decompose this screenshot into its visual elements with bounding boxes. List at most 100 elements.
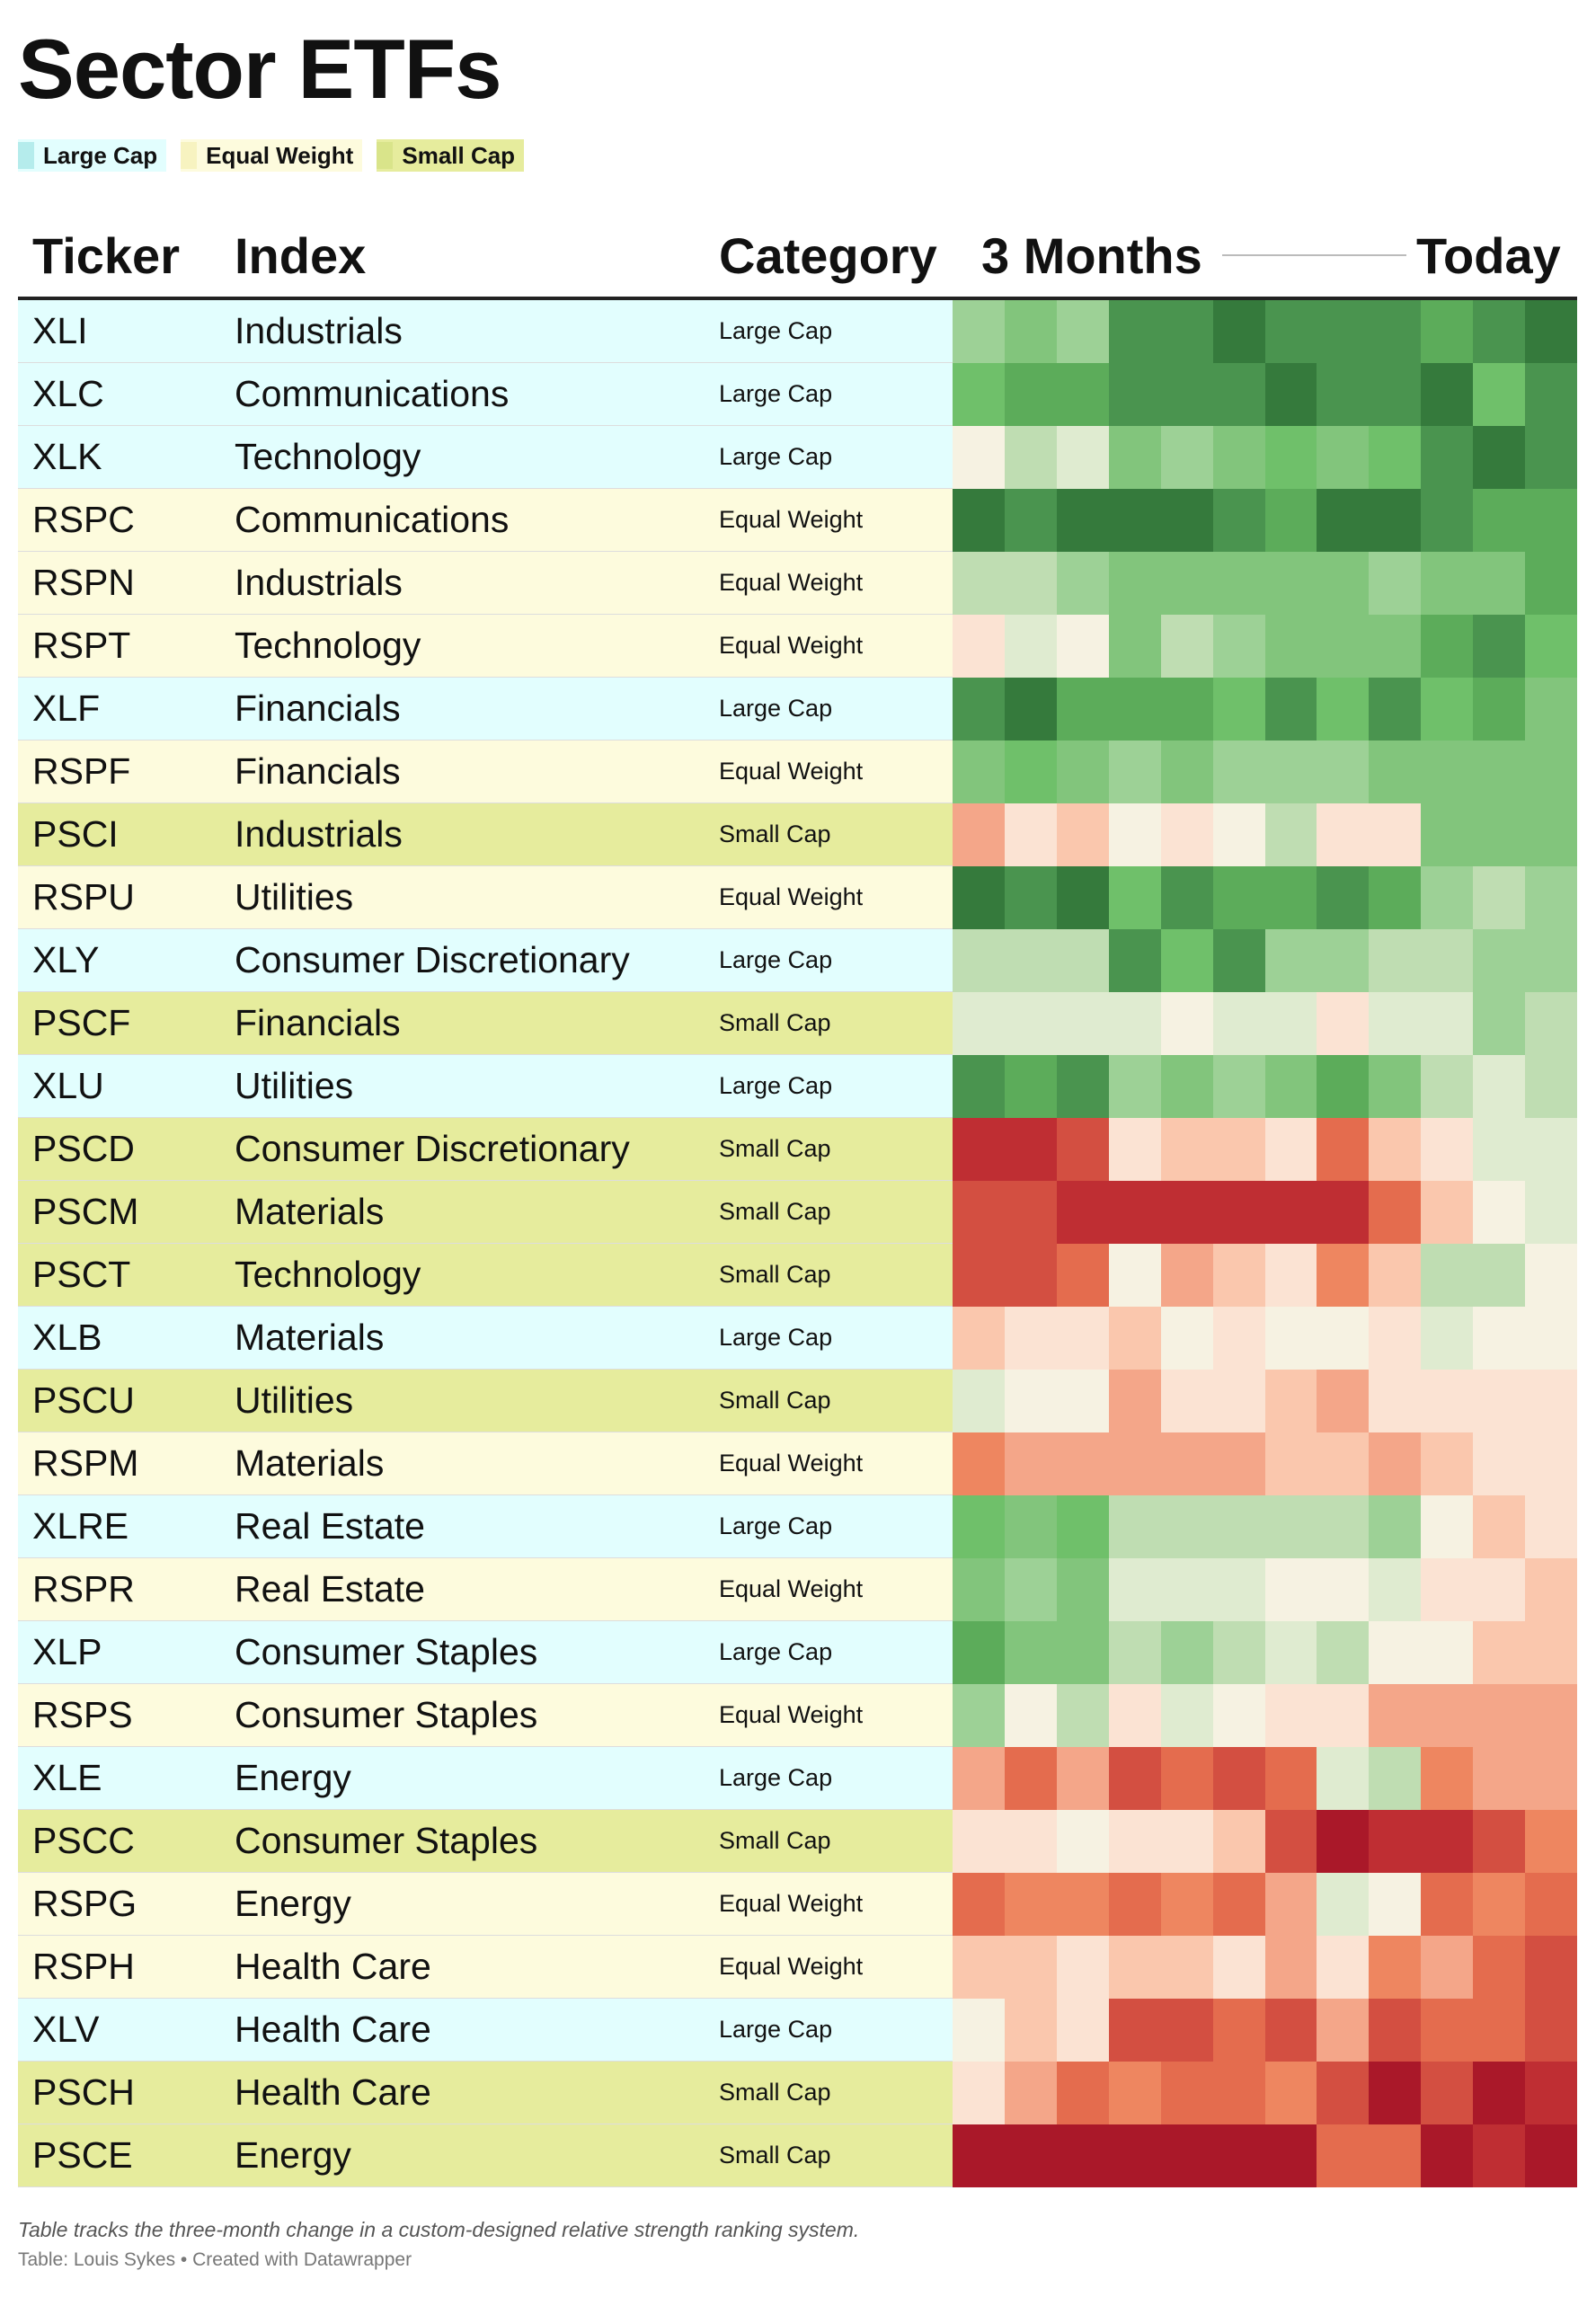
table-row[interactable]: PSCH Health Care Small Cap — [18, 2062, 1578, 2124]
table-row[interactable]: XLU Utilities Large Cap — [18, 1055, 1578, 1118]
header-index[interactable]: Index — [235, 227, 367, 284]
heat-cell — [1317, 1432, 1370, 1495]
heat-cell — [953, 866, 1005, 929]
heat-cell — [1473, 615, 1526, 678]
category-cell: Equal Weight — [719, 883, 864, 910]
heat-cell — [1421, 489, 1474, 552]
table-row[interactable]: XLRE Real Estate Large Cap — [18, 1495, 1578, 1558]
header-category[interactable]: Category — [719, 227, 937, 284]
table-row[interactable]: XLY Consumer Discretionary Large Cap — [18, 929, 1578, 992]
table-row[interactable]: PSCD Consumer Discretionary Small Cap — [18, 1118, 1578, 1181]
table-row[interactable]: XLB Materials Large Cap — [18, 1307, 1578, 1370]
heat-cell — [1421, 1558, 1474, 1621]
heat-cell — [1004, 1873, 1057, 1936]
heat-cell — [1056, 1936, 1109, 1999]
category-cell: Small Cap — [719, 2079, 831, 2106]
category-cell: Large Cap — [719, 1072, 833, 1099]
heat-cell — [953, 2124, 1005, 2187]
heat-cell — [1421, 2124, 1474, 2187]
heat-cell — [1369, 1621, 1422, 1684]
heat-cell — [1369, 803, 1422, 866]
heat-cell — [1108, 678, 1161, 741]
index-cell: Industrials — [235, 562, 403, 603]
heat-cell — [1525, 1118, 1578, 1181]
heat-strip — [953, 1244, 1578, 1307]
header-timeline-rule — [1222, 254, 1406, 256]
category-cell: Large Cap — [719, 317, 833, 344]
row-category-background — [18, 1999, 953, 2061]
table-row[interactable]: RSPN Industrials Equal Weight — [18, 552, 1578, 615]
heat-cell — [1525, 1558, 1578, 1621]
table-row[interactable]: XLF Financials Large Cap — [18, 678, 1578, 741]
table-row[interactable]: XLC Communications Large Cap — [18, 363, 1578, 426]
heat-cell — [1264, 1621, 1317, 1684]
credit: Table: Louis Sykes • Created with Datawr… — [18, 2249, 412, 2270]
heat-cell — [1525, 426, 1578, 489]
heat-cell — [1473, 929, 1526, 992]
heat-cell — [1473, 426, 1526, 489]
index-cell: Real Estate — [235, 1505, 425, 1547]
heat-cell — [1108, 1307, 1161, 1370]
heat-cell — [1264, 741, 1317, 803]
table-row[interactable]: PSCU Utilities Small Cap — [18, 1370, 1578, 1432]
heat-cell — [1160, 363, 1213, 426]
table-row[interactable]: PSCF Financials Small Cap — [18, 992, 1578, 1055]
heat-cell — [953, 1370, 1005, 1432]
row-category-background — [18, 1747, 953, 1809]
heat-cell — [1317, 615, 1370, 678]
heat-cell — [1421, 2062, 1474, 2124]
header-3-months: 3 Months — [981, 227, 1202, 284]
table-row[interactable]: RSPM Materials Equal Weight — [18, 1432, 1578, 1495]
row-category-background — [18, 1055, 953, 1117]
table-row[interactable]: RSPR Real Estate Equal Weight — [18, 1558, 1578, 1621]
category-cell: Equal Weight — [719, 569, 864, 596]
heat-cell — [1525, 300, 1578, 363]
table-row[interactable]: XLI Industrials Large Cap — [18, 300, 1578, 363]
heat-cell — [1421, 1936, 1474, 1999]
heat-cell — [1473, 552, 1526, 615]
heat-cell — [1421, 1495, 1474, 1558]
heat-cell — [953, 1810, 1005, 1873]
heat-cell — [1212, 552, 1265, 615]
ticker-cell: RSPM — [32, 1442, 139, 1484]
row-category-background — [18, 866, 953, 928]
ticker-cell: PSCH — [32, 2071, 135, 2113]
heat-cell — [1473, 1810, 1526, 1873]
heat-cell — [1160, 300, 1213, 363]
table-row[interactable]: PSCT Technology Small Cap — [18, 1244, 1578, 1307]
index-cell: Communications — [235, 499, 510, 540]
row-category-background — [18, 300, 953, 362]
heat-cell — [1317, 1747, 1370, 1810]
table-row[interactable]: PSCC Consumer Staples Small Cap — [18, 1810, 1578, 1873]
table-row[interactable]: RSPH Health Care Equal Weight — [18, 1936, 1578, 1999]
heat-cell — [1525, 803, 1578, 866]
table-row[interactable]: XLV Health Care Large Cap — [18, 1999, 1578, 2062]
table-row[interactable]: RSPU Utilities Equal Weight — [18, 866, 1578, 929]
row-category-background — [18, 1118, 953, 1180]
table-row[interactable]: PSCI Industrials Small Cap — [18, 803, 1578, 866]
heat-cell — [1473, 1432, 1526, 1495]
row-category-background — [18, 1495, 953, 1557]
table-row[interactable]: RSPF Financials Equal Weight — [18, 741, 1578, 803]
heat-cell — [1369, 300, 1422, 363]
heat-cell — [1160, 803, 1213, 866]
heat-cell — [1317, 2124, 1370, 2187]
table-row[interactable]: PSCM Materials Small Cap — [18, 1181, 1578, 1244]
heat-cell — [1525, 1181, 1578, 1244]
table-row[interactable]: PSCE Energy Small Cap — [18, 2124, 1578, 2187]
heat-cell — [1421, 1999, 1474, 2062]
table-row[interactable]: RSPS Consumer Staples Equal Weight — [18, 1684, 1578, 1747]
table-row[interactable]: XLE Energy Large Cap — [18, 1747, 1578, 1810]
table-row[interactable]: XLP Consumer Staples Large Cap — [18, 1621, 1578, 1684]
header-ticker[interactable]: Ticker — [32, 227, 180, 284]
table-row[interactable]: RSPT Technology Equal Weight — [18, 615, 1578, 678]
heat-cell — [1525, 992, 1578, 1055]
table-row[interactable]: RSPG Energy Equal Weight — [18, 1873, 1578, 1936]
heat-cell — [1317, 1873, 1370, 1936]
table-row[interactable]: RSPC Communications Equal Weight — [18, 489, 1578, 552]
table-row[interactable]: XLK Technology Large Cap — [18, 426, 1578, 489]
heat-cell — [1473, 1244, 1526, 1307]
heat-cell — [1108, 2062, 1161, 2124]
heat-cell — [1056, 866, 1109, 929]
heat-strip — [953, 1370, 1578, 1432]
